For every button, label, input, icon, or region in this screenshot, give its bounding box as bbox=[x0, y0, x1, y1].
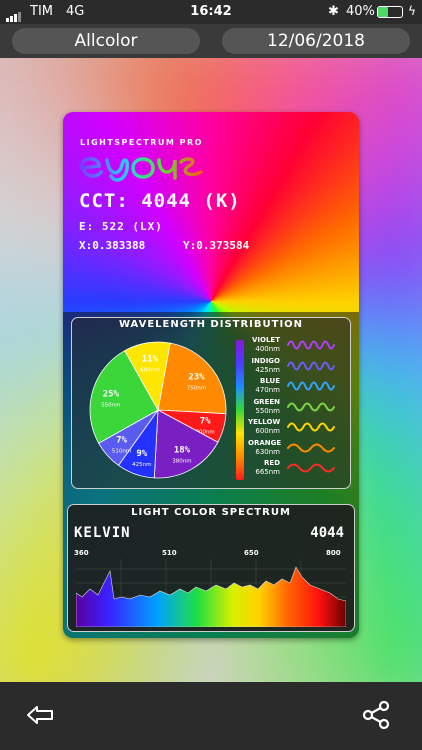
legend-wavelength: 550nm bbox=[255, 406, 280, 415]
legend-item-orange: ORANGE 630nm bbox=[248, 439, 346, 459]
pie-percent-label: 25% bbox=[103, 390, 120, 400]
legend-item-violet: VIOLET 400nm bbox=[248, 336, 346, 356]
pie-nm-label: 750nm bbox=[187, 386, 206, 392]
legend-color-bar bbox=[236, 340, 244, 480]
legend-wavelength: 600nm bbox=[255, 427, 280, 435]
wave-icon bbox=[287, 463, 335, 473]
signal-icon bbox=[6, 7, 22, 22]
legend-item-red: RED 665nm bbox=[248, 459, 346, 479]
network-type: 4G bbox=[66, 4, 85, 19]
charging-icon: ϟ bbox=[408, 4, 416, 18]
share-icon bbox=[362, 700, 390, 729]
wave-icon bbox=[287, 422, 335, 432]
wave-icon bbox=[287, 402, 335, 411]
legend-wavelength: 470nm bbox=[255, 386, 280, 394]
pie-slice bbox=[153, 409, 219, 479]
pie-percent-label: 23% bbox=[188, 373, 205, 383]
clock: 16:42 bbox=[190, 4, 232, 19]
mode-selector[interactable]: Allcolor bbox=[12, 28, 200, 54]
legend-color-name: YELLOW bbox=[248, 418, 281, 426]
pie-percent-label: 7% bbox=[116, 436, 127, 446]
pie-nm-label: 510nm bbox=[112, 449, 131, 455]
legend-color-name: INDIGO bbox=[251, 356, 280, 365]
back-arrow-icon bbox=[27, 705, 53, 724]
battery-icon bbox=[377, 6, 403, 18]
back-button[interactable] bbox=[22, 698, 58, 734]
pie-nm-label: 800nm bbox=[195, 429, 214, 435]
kelvin-label: KELVIN bbox=[74, 525, 131, 541]
pie-slice bbox=[157, 342, 227, 415]
bottom-toolbar bbox=[0, 682, 422, 750]
legend-item-yellow: YELLOW 600nm bbox=[248, 418, 346, 438]
wave-icon bbox=[287, 443, 335, 452]
wave-icon bbox=[287, 361, 335, 370]
date-selector[interactable]: 12/06/2018 bbox=[222, 28, 410, 54]
brand-logo: eyes bbox=[79, 157, 203, 184]
legend-color-name: VIOLET bbox=[252, 336, 280, 344]
pie-nm-label: 425nm bbox=[132, 462, 151, 468]
share-button[interactable] bbox=[358, 698, 394, 734]
legend-color-name: ORANGE bbox=[248, 438, 282, 447]
legend-wavelength: 630nm bbox=[255, 447, 280, 456]
carrier-name: TIM bbox=[30, 4, 53, 19]
illuminance-reading: E: 522 (LX) bbox=[79, 220, 163, 233]
spectrum-tick: 510 bbox=[162, 549, 177, 557]
pie-nm-label: 600nm bbox=[140, 368, 159, 374]
brand-logo-text: eyes bbox=[81, 182, 84, 184]
brand-subtitle: LIGHTSPECTRUM PRO bbox=[80, 138, 203, 147]
wave-icon bbox=[287, 340, 335, 350]
wavelength-legend: VIOLET 400nm INDIGO 425nm BLUE 470nm GREEN 550n… bbox=[236, 336, 346, 486]
wavelength-pie-chart: 23% 750nm 7% 800nm 18% 380nm 9% 425nm 7% 510nm 25%… bbox=[89, 341, 227, 479]
pie-percent-label: 18% bbox=[174, 446, 191, 456]
y-coordinate: Y:0.373584 bbox=[183, 239, 250, 252]
pie-nm-label: 380nm bbox=[172, 459, 191, 465]
battery-percent: 40% bbox=[346, 4, 375, 19]
pie-percent-label: 11% bbox=[142, 355, 159, 365]
bluetooth-icon: ✱ bbox=[328, 4, 339, 19]
wavelength-panel: WAVELENGTH DISTRIBUTION 23% 750nm 7% 800nm 1… bbox=[71, 317, 351, 489]
pie-slice bbox=[89, 350, 159, 444]
header-bar: Allcolor 12/06/2018 bbox=[0, 24, 422, 58]
legend-item-indigo: INDIGO 425nm bbox=[248, 357, 346, 377]
cct-reading: CCT: 4044 (K) bbox=[79, 190, 241, 212]
spectrum-tick: 650 bbox=[244, 549, 259, 557]
spectrum-tick: 360 bbox=[74, 549, 89, 557]
legend-wavelength: 665nm bbox=[255, 468, 280, 476]
spectrum-graph bbox=[76, 559, 346, 627]
x-coordinate: X:0.383388 bbox=[79, 239, 146, 252]
result-card: LIGHTSPECTRUM PRO eyes CCT: 4044 (K) E: … bbox=[63, 112, 359, 638]
spectrum-panel: LIGHT COLOR SPECTRUM KELVIN 4044 360 510… bbox=[67, 504, 355, 632]
wave-icon bbox=[287, 381, 335, 391]
spectrum-tick: 800 bbox=[326, 549, 341, 557]
legend-color-name: BLUE bbox=[259, 377, 280, 385]
legend-item-green: GREEN 550nm bbox=[248, 398, 346, 418]
legend-color-name: RED bbox=[264, 459, 280, 467]
legend-color-name: GREEN bbox=[253, 397, 280, 406]
pie-percent-label: 7% bbox=[200, 416, 211, 426]
kelvin-value: 4044 bbox=[310, 525, 344, 541]
pie-percent-label: 9% bbox=[136, 449, 147, 459]
status-bar: TIM 4G 16:42 ✱ 40% ϟ bbox=[0, 0, 422, 24]
pie-slice bbox=[124, 341, 171, 412]
wavelength-title: WAVELENGTH DISTRIBUTION bbox=[118, 319, 304, 330]
legend-wavelength: 425nm bbox=[255, 365, 280, 374]
legend-item-blue: BLUE 470nm bbox=[248, 377, 346, 397]
pie-nm-label: 550nm bbox=[101, 403, 120, 409]
spectrum-title: LIGHT COLOR SPECTRUM bbox=[131, 507, 291, 518]
legend-wavelength: 400nm bbox=[255, 345, 280, 353]
